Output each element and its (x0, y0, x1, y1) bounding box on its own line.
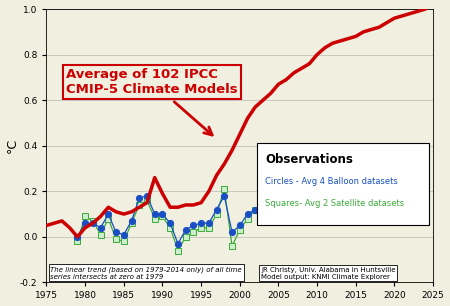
Y-axis label: °C: °C (5, 138, 18, 153)
Text: Squares- Avg 2 Satellite datasets: Squares- Avg 2 Satellite datasets (265, 199, 404, 208)
Text: Average of 102 IPCC
CMIP-5 Climate Models: Average of 102 IPCC CMIP-5 Climate Model… (66, 68, 238, 135)
FancyBboxPatch shape (257, 143, 429, 225)
Text: Observations: Observations (265, 153, 353, 166)
Text: Circles - Avg 4 Balloon datasets: Circles - Avg 4 Balloon datasets (265, 177, 398, 186)
Text: The linear trend (based on 1979-2014 only) of all time
series intersects at zero: The linear trend (based on 1979-2014 onl… (50, 266, 242, 280)
Text: JR Christy, Univ. Alabama in Huntsville
Model output: KNMI Climate Explorer: JR Christy, Univ. Alabama in Huntsville … (261, 267, 396, 280)
